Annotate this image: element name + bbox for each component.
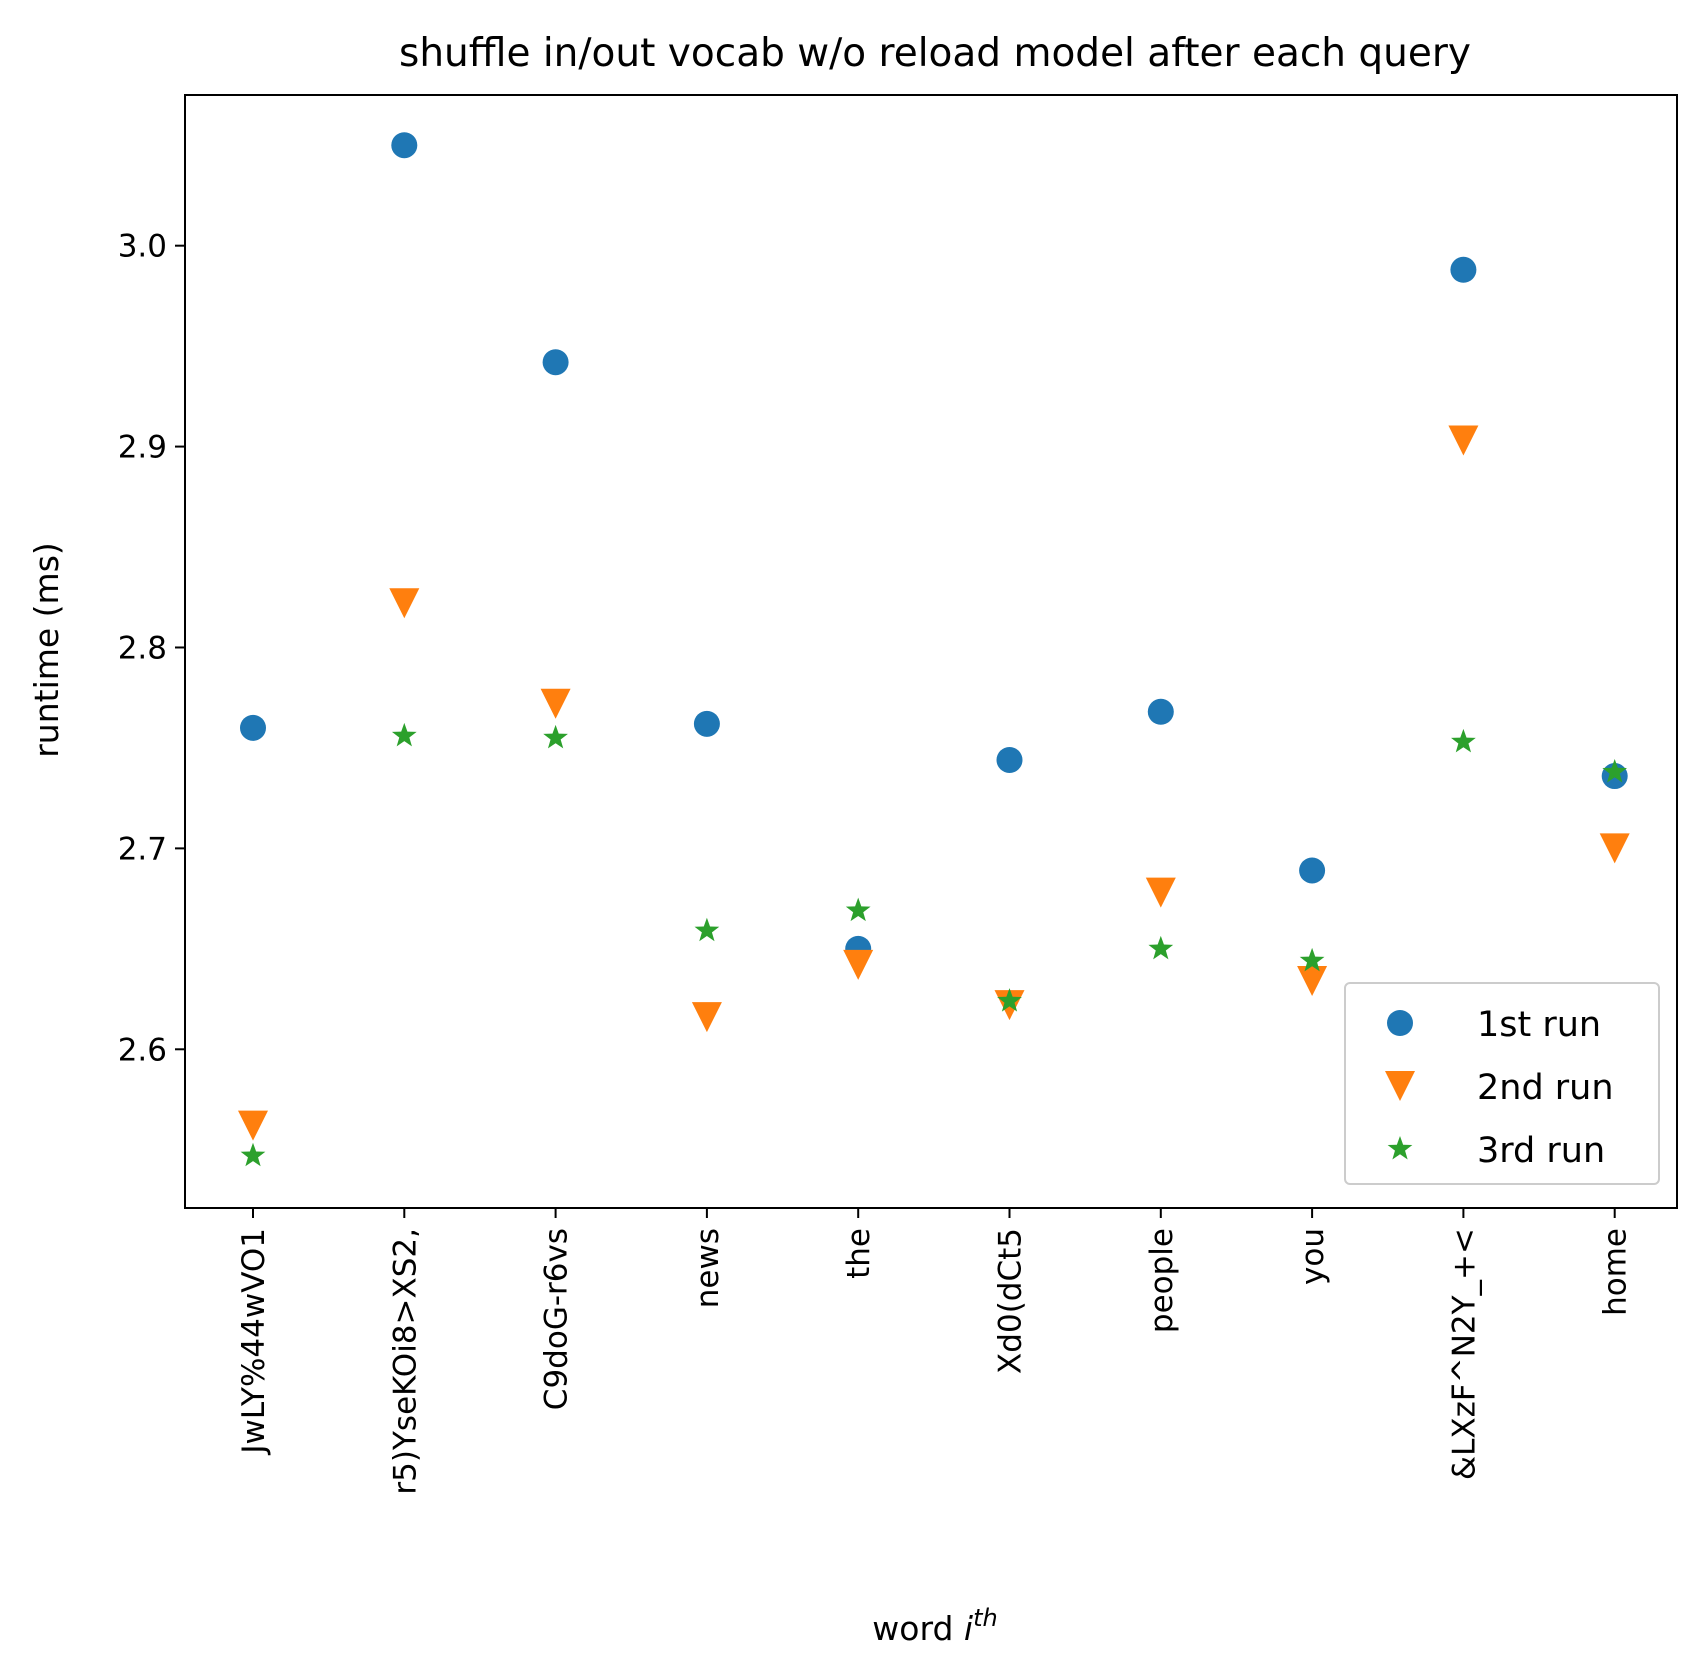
legend-label: 1st run — [1477, 1005, 1601, 1045]
y-tick-label: 2.9 — [118, 430, 167, 466]
plot-area-frame — [184, 94, 1678, 1209]
data-point — [543, 724, 568, 749]
y-axis: 2.6 2.7 2.8 2.9 3.0 — [118, 229, 185, 1068]
x-tick-label: Xd0(dCt5 — [993, 1228, 1029, 1374]
data-point — [1451, 728, 1476, 753]
data-point — [691, 1002, 722, 1033]
plot-markers — [238, 132, 1630, 1167]
y-tick-label: 2.8 — [118, 630, 167, 666]
data-point — [693, 710, 720, 737]
legend-label: 2nd run — [1477, 1068, 1614, 1108]
x-tick-label: home — [1598, 1228, 1634, 1316]
data-point — [1450, 256, 1477, 283]
x-tick-label: r5)YseKOi8>XS2, — [387, 1228, 423, 1495]
chart-title: shuffle in/out vocab w/o reload model af… — [399, 31, 1471, 76]
data-point — [1299, 947, 1325, 972]
data-point — [1297, 965, 1328, 996]
x-tick-label: C9doG-r6vs — [539, 1228, 575, 1410]
x-tick-label: people — [1144, 1228, 1180, 1333]
legend: 1st run 2nd run 3rd run — [1344, 982, 1660, 1185]
data-point — [540, 688, 571, 719]
data-point — [240, 714, 266, 741]
data-point — [1448, 425, 1479, 456]
y-tick-label: 2.7 — [118, 831, 167, 867]
data-point — [238, 1110, 268, 1141]
x-axis: JwLY%44wVO1 r5)YseKOi8>XS2, C9doG-r6vs news… — [236, 1208, 1634, 1495]
x-tick-label: JwLY%44wVO1 — [236, 1228, 272, 1456]
data-point — [1148, 935, 1174, 960]
legend-box — [1344, 982, 1660, 1185]
y-tick-label: 2.6 — [118, 1032, 167, 1068]
x-tick-label: news — [690, 1228, 726, 1308]
x-tick-label: &LXzF^N2Y_+< — [1446, 1228, 1482, 1480]
y-tick-label: 3.0 — [118, 229, 167, 265]
legend-marker — [1387, 1136, 1413, 1160]
x-tick-label: you — [1295, 1228, 1331, 1285]
x-axis-label: word ith — [872, 1604, 997, 1648]
data-point — [240, 1142, 266, 1167]
data-point — [997, 988, 1022, 1012]
y-axis-label: runtime (ms) — [27, 542, 66, 758]
x-axis-label-italic: i — [964, 1609, 973, 1648]
data-point — [1299, 857, 1326, 884]
x-axis-label-superscript: th — [973, 1604, 998, 1632]
data-point — [843, 949, 874, 980]
data-point — [1147, 698, 1174, 725]
legend-marker — [1385, 1071, 1415, 1101]
x-tick-label: the — [841, 1228, 877, 1279]
data-point — [391, 132, 418, 159]
data-point — [542, 349, 569, 376]
data-point — [996, 746, 1023, 773]
data-point — [1145, 877, 1176, 908]
data-point — [694, 917, 720, 942]
legend-marker — [1387, 1010, 1413, 1036]
series-1-markers — [240, 132, 1628, 962]
data-point — [1599, 833, 1630, 864]
data-point — [391, 722, 417, 747]
data-point — [1602, 759, 1628, 783]
series-3-markers — [240, 722, 1628, 1167]
x-axis-label-word: word — [872, 1609, 964, 1648]
legend-label: 3rd run — [1477, 1131, 1605, 1171]
data-point — [845, 897, 871, 922]
data-point — [389, 588, 420, 619]
